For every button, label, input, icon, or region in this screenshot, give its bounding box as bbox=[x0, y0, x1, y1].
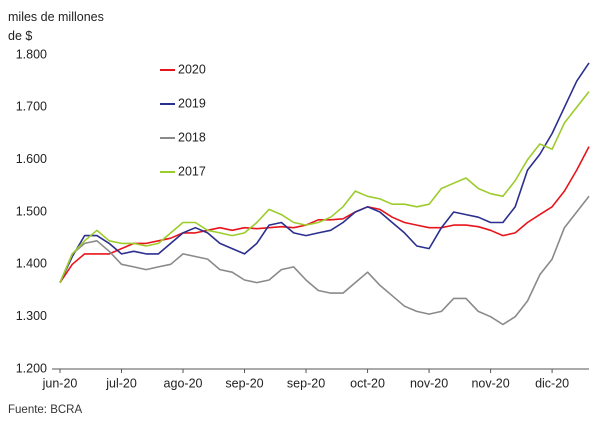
series-line bbox=[59, 62, 590, 283]
legend-label: 2020 bbox=[178, 62, 206, 76]
y-axis-label: miles de millones de $ bbox=[8, 10, 104, 43]
legend-label: 2019 bbox=[178, 96, 206, 110]
x-tick-label: nov-20 bbox=[410, 376, 448, 390]
chart: 1.200 1.300 1.400 1.500 1.600 1.700 1.800 jun-2… bbox=[16, 47, 590, 390]
series-line bbox=[59, 91, 590, 283]
y-tick-label: 1.400 bbox=[16, 257, 47, 271]
x-tick-label: jun-20 bbox=[42, 376, 78, 390]
y-tick-label: 1.700 bbox=[16, 100, 47, 114]
x-tick-label: sep-20 bbox=[225, 376, 263, 390]
legend-label: 2017 bbox=[178, 164, 206, 178]
legend-label: 2018 bbox=[178, 130, 206, 144]
x-tick-label: sep-20 bbox=[287, 376, 325, 390]
x-tick-label: ago-20 bbox=[164, 376, 203, 390]
y-tick-label: 1.500 bbox=[16, 204, 47, 218]
source-note: Fuente: BCRA bbox=[8, 404, 83, 416]
x-tick-label: jul-20 bbox=[105, 376, 137, 390]
series-line bbox=[59, 195, 590, 326]
x-tick-label: oct-20 bbox=[350, 376, 385, 390]
y-tick-label: 1.600 bbox=[16, 152, 47, 166]
y-tick-label: 1.300 bbox=[16, 309, 47, 323]
x-tick-label: dic-20 bbox=[535, 376, 569, 390]
y-tick-label: 1.800 bbox=[16, 47, 47, 61]
x-tick-label: nov-20 bbox=[471, 376, 509, 390]
y-tick-label: 1.200 bbox=[16, 361, 47, 375]
